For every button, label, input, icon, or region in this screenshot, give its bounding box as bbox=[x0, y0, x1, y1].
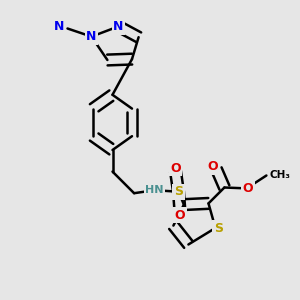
Text: O: O bbox=[175, 208, 185, 222]
Text: O: O bbox=[243, 182, 254, 195]
Text: O: O bbox=[208, 160, 218, 173]
Text: S: S bbox=[174, 185, 183, 198]
Text: N: N bbox=[86, 30, 97, 43]
Text: HN: HN bbox=[145, 184, 164, 195]
Text: O: O bbox=[170, 162, 181, 175]
Text: N: N bbox=[113, 20, 124, 33]
Text: S: S bbox=[214, 221, 223, 235]
Text: CH₃: CH₃ bbox=[270, 170, 291, 181]
Text: N: N bbox=[54, 20, 64, 34]
